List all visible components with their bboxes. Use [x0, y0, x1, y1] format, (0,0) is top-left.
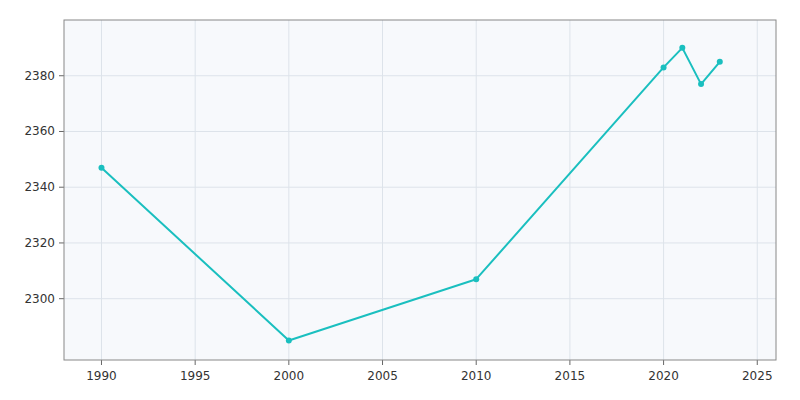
- x-tick-label: 2005: [367, 369, 398, 383]
- point: [698, 81, 704, 87]
- y-grid-line: [64, 242, 776, 243]
- y-tick: [59, 187, 64, 188]
- x-tick: [569, 360, 570, 365]
- chart-svg: 1990 1995 2000 2005 2010 2015 2020 2025 2300 2320…: [0, 0, 800, 400]
- x-tick-label: 2020: [648, 369, 679, 383]
- x-grid-line: [101, 20, 102, 360]
- point: [717, 59, 723, 65]
- x-tick-label: 1995: [180, 369, 211, 383]
- x-grid-line: [476, 20, 477, 360]
- x-tick-label: 2000: [274, 369, 305, 383]
- x-tick: [288, 360, 289, 365]
- x-tick-label: 1990: [86, 369, 117, 383]
- y-tick-label: 2380: [24, 69, 55, 83]
- grid: [64, 20, 776, 360]
- y-tick-label: 2300: [24, 292, 55, 306]
- chart-container: 1990 1995 2000 2005 2010 2015 2020 2025 2300 2320…: [0, 0, 800, 400]
- x-grid-line: [663, 20, 664, 360]
- x-tick-label: 2010: [461, 369, 492, 383]
- y-tick: [59, 242, 64, 243]
- x-tick: [757, 360, 758, 365]
- y-grid-line: [64, 187, 776, 188]
- x-tick-label: 2025: [742, 369, 773, 383]
- y-tick-label: 2340: [24, 180, 55, 194]
- y-tick-label: 2360: [24, 124, 55, 138]
- point: [98, 165, 104, 171]
- x-tick: [476, 360, 477, 365]
- x-tick-label: 2015: [555, 369, 586, 383]
- axes: 1990 1995 2000 2005 2010 2015 2020 2025 2300 2320…: [24, 69, 772, 383]
- point: [473, 276, 479, 282]
- y-tick: [59, 75, 64, 76]
- point: [679, 45, 685, 51]
- series: [98, 45, 722, 344]
- x-grid-line: [288, 20, 289, 360]
- y-tick-label: 2320: [24, 236, 55, 250]
- x-tick: [663, 360, 664, 365]
- y-tick: [59, 298, 64, 299]
- x-tick: [195, 360, 196, 365]
- x-grid-line: [569, 20, 570, 360]
- page: {"chart_data": {"type": "line", "x": [19…: [0, 0, 800, 400]
- x-grid-line: [195, 20, 196, 360]
- plot-frame: [64, 20, 776, 360]
- x-tick: [101, 360, 102, 365]
- point: [286, 337, 292, 343]
- x-grid-line: [757, 20, 758, 360]
- line: [101, 48, 719, 341]
- point: [661, 64, 667, 70]
- y-grid-line: [64, 131, 776, 132]
- y-tick: [59, 131, 64, 132]
- plot-background: [64, 20, 776, 360]
- x-tick: [382, 360, 383, 365]
- y-grid-line: [64, 75, 776, 76]
